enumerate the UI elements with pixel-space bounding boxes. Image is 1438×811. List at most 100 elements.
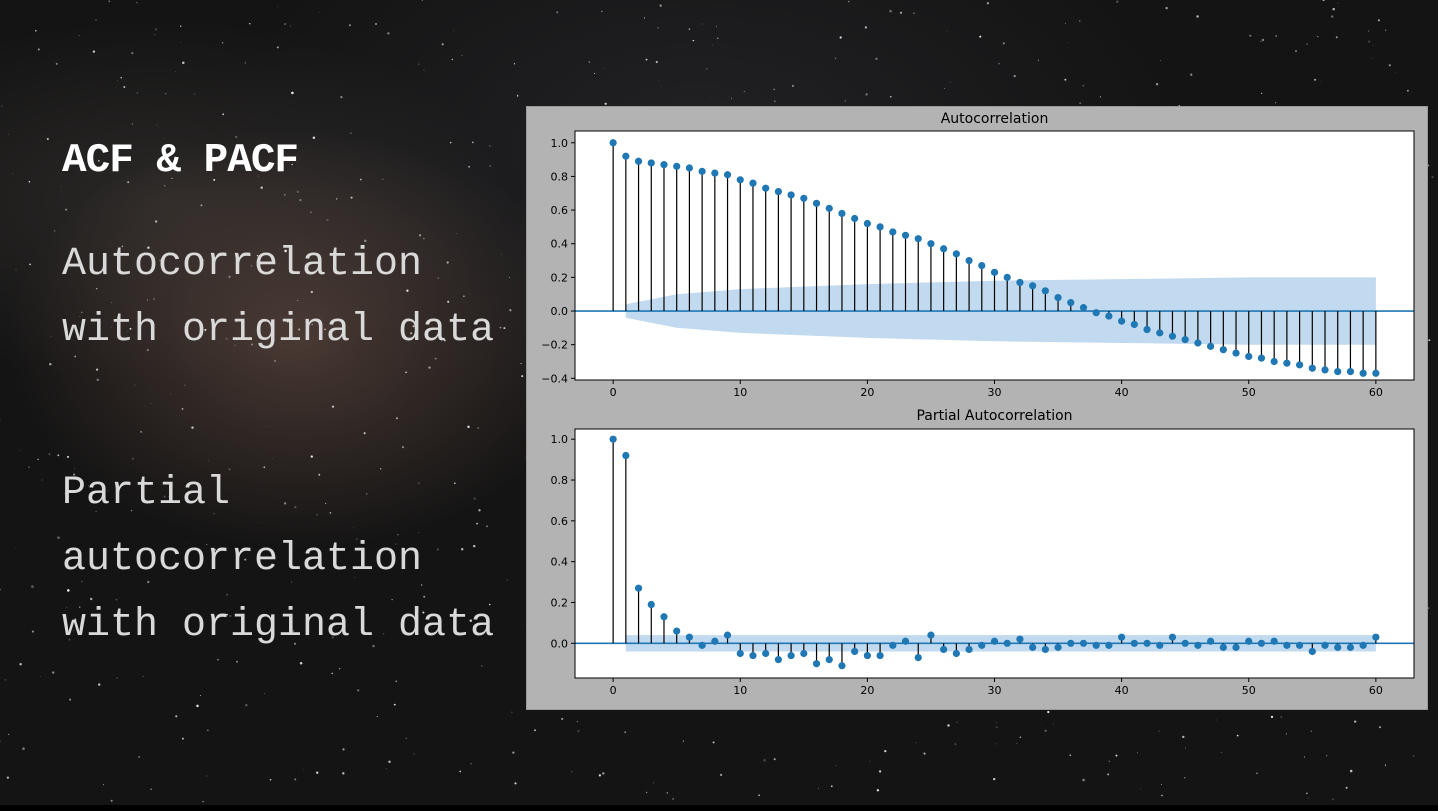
star bbox=[986, 2, 990, 5]
star bbox=[364, 239, 367, 243]
star bbox=[219, 342, 221, 344]
star bbox=[1216, 719, 1217, 721]
acf-point bbox=[1079, 304, 1088, 312]
pacf-point bbox=[1105, 641, 1113, 649]
star bbox=[423, 69, 425, 71]
star bbox=[428, 366, 431, 369]
star bbox=[217, 659, 219, 661]
star bbox=[175, 71, 177, 73]
star bbox=[291, 163, 293, 166]
star bbox=[74, 618, 77, 621]
star bbox=[1108, 760, 1111, 763]
star bbox=[773, 758, 776, 761]
star bbox=[418, 234, 422, 237]
star bbox=[53, 230, 56, 232]
star bbox=[73, 630, 74, 632]
star bbox=[382, 178, 384, 180]
acf-point bbox=[787, 191, 795, 199]
star bbox=[441, 43, 444, 46]
star bbox=[52, 671, 55, 674]
star bbox=[979, 35, 982, 38]
star bbox=[996, 726, 998, 728]
pacf-point bbox=[774, 656, 782, 664]
star bbox=[386, 768, 388, 769]
acf-point bbox=[1232, 349, 1240, 357]
star bbox=[666, 792, 669, 794]
star bbox=[451, 58, 454, 61]
star bbox=[1140, 788, 1142, 790]
star bbox=[154, 34, 156, 36]
pacf-point bbox=[787, 651, 795, 660]
star bbox=[294, 778, 297, 781]
star bbox=[1013, 74, 1016, 78]
star bbox=[8, 733, 10, 736]
star bbox=[489, 165, 492, 168]
star bbox=[472, 544, 476, 548]
star bbox=[130, 509, 133, 512]
acf-xtick-label: 50 bbox=[1242, 386, 1256, 399]
star bbox=[1190, 73, 1193, 76]
star bbox=[956, 721, 958, 723]
star bbox=[165, 93, 167, 95]
acf-point bbox=[685, 164, 694, 172]
pacf-point bbox=[927, 631, 935, 639]
star bbox=[500, 253, 502, 255]
acf-point bbox=[1041, 287, 1049, 295]
slide-title: ACF & PACF bbox=[62, 138, 299, 184]
star bbox=[1068, 41, 1069, 43]
star bbox=[388, 760, 391, 763]
star bbox=[476, 522, 478, 525]
pacf-point bbox=[673, 627, 681, 635]
star bbox=[657, 26, 659, 29]
star bbox=[923, 752, 926, 755]
star bbox=[889, 9, 892, 13]
star bbox=[266, 426, 267, 427]
star bbox=[577, 730, 580, 733]
star bbox=[202, 259, 205, 261]
pacf-point bbox=[1168, 633, 1177, 641]
star bbox=[949, 81, 951, 83]
star bbox=[423, 237, 425, 240]
star bbox=[422, 611, 425, 614]
star bbox=[717, 37, 719, 40]
star bbox=[463, 295, 465, 298]
star bbox=[258, 522, 260, 523]
star bbox=[140, 431, 142, 433]
acf-point bbox=[1067, 299, 1075, 307]
acf-point bbox=[1321, 366, 1329, 374]
star bbox=[865, 93, 868, 96]
star bbox=[89, 597, 93, 601]
acf-point bbox=[978, 261, 986, 270]
star bbox=[1377, 19, 1380, 22]
star bbox=[244, 558, 247, 561]
star bbox=[1412, 755, 1415, 757]
star bbox=[1337, 2, 1339, 4]
star bbox=[1256, 772, 1258, 775]
star bbox=[1330, 15, 1334, 18]
star bbox=[469, 619, 473, 622]
star bbox=[508, 276, 510, 278]
star bbox=[915, 741, 917, 743]
acf-point bbox=[1245, 352, 1253, 361]
star bbox=[284, 249, 287, 253]
star bbox=[226, 594, 228, 596]
star bbox=[1079, 102, 1081, 104]
star bbox=[511, 711, 513, 713]
star bbox=[946, 31, 948, 33]
star bbox=[40, 676, 42, 678]
pacf-point bbox=[1257, 639, 1266, 647]
star bbox=[763, 759, 766, 762]
star bbox=[397, 534, 399, 536]
pacf-point bbox=[609, 435, 617, 443]
star bbox=[350, 132, 352, 134]
star bbox=[228, 468, 231, 471]
star bbox=[257, 175, 259, 177]
star bbox=[181, 407, 184, 410]
star bbox=[123, 85, 126, 89]
star bbox=[181, 737, 184, 740]
bottom-bar bbox=[0, 805, 1438, 811]
pacf-point bbox=[1079, 639, 1088, 647]
star bbox=[356, 538, 358, 540]
star bbox=[1326, 755, 1328, 757]
star bbox=[418, 63, 420, 65]
